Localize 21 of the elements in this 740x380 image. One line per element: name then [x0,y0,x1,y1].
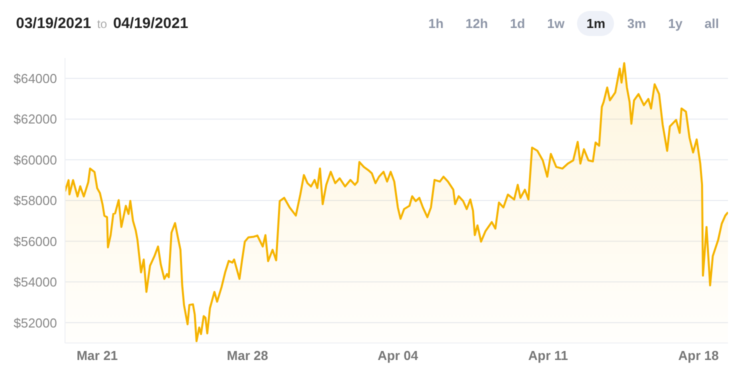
text: 1d [508,14,526,32]
y-tick-label: $64000 [14,70,57,86]
y-tick-label: $54000 [14,274,57,290]
text: 1h [427,14,445,32]
x-tick-label: Apr 11 [528,348,568,364]
chart-title: 03/19/2021 to 04/19/2021 [16,14,188,32]
x-tick-label: Mar 28 [226,348,268,364]
text: 1m [577,10,614,36]
x-tick-label: Mar 21 [76,348,118,364]
x-tick-label: Apr 18 [678,348,719,364]
text: all [704,14,720,32]
text: 12h [464,14,489,32]
y-tick-label: $58000 [14,193,57,208]
y-tick-label: $52000 [14,315,57,330]
y-tick-label: $62000 [14,112,57,127]
y-tick-label: $60000 [14,152,57,168]
x-tick-label: Apr 04 [378,348,419,364]
text: 1y [667,14,684,33]
text: 3m [626,14,648,32]
y-tick-label: $56000 [14,234,57,249]
text: 1w [546,14,566,32]
